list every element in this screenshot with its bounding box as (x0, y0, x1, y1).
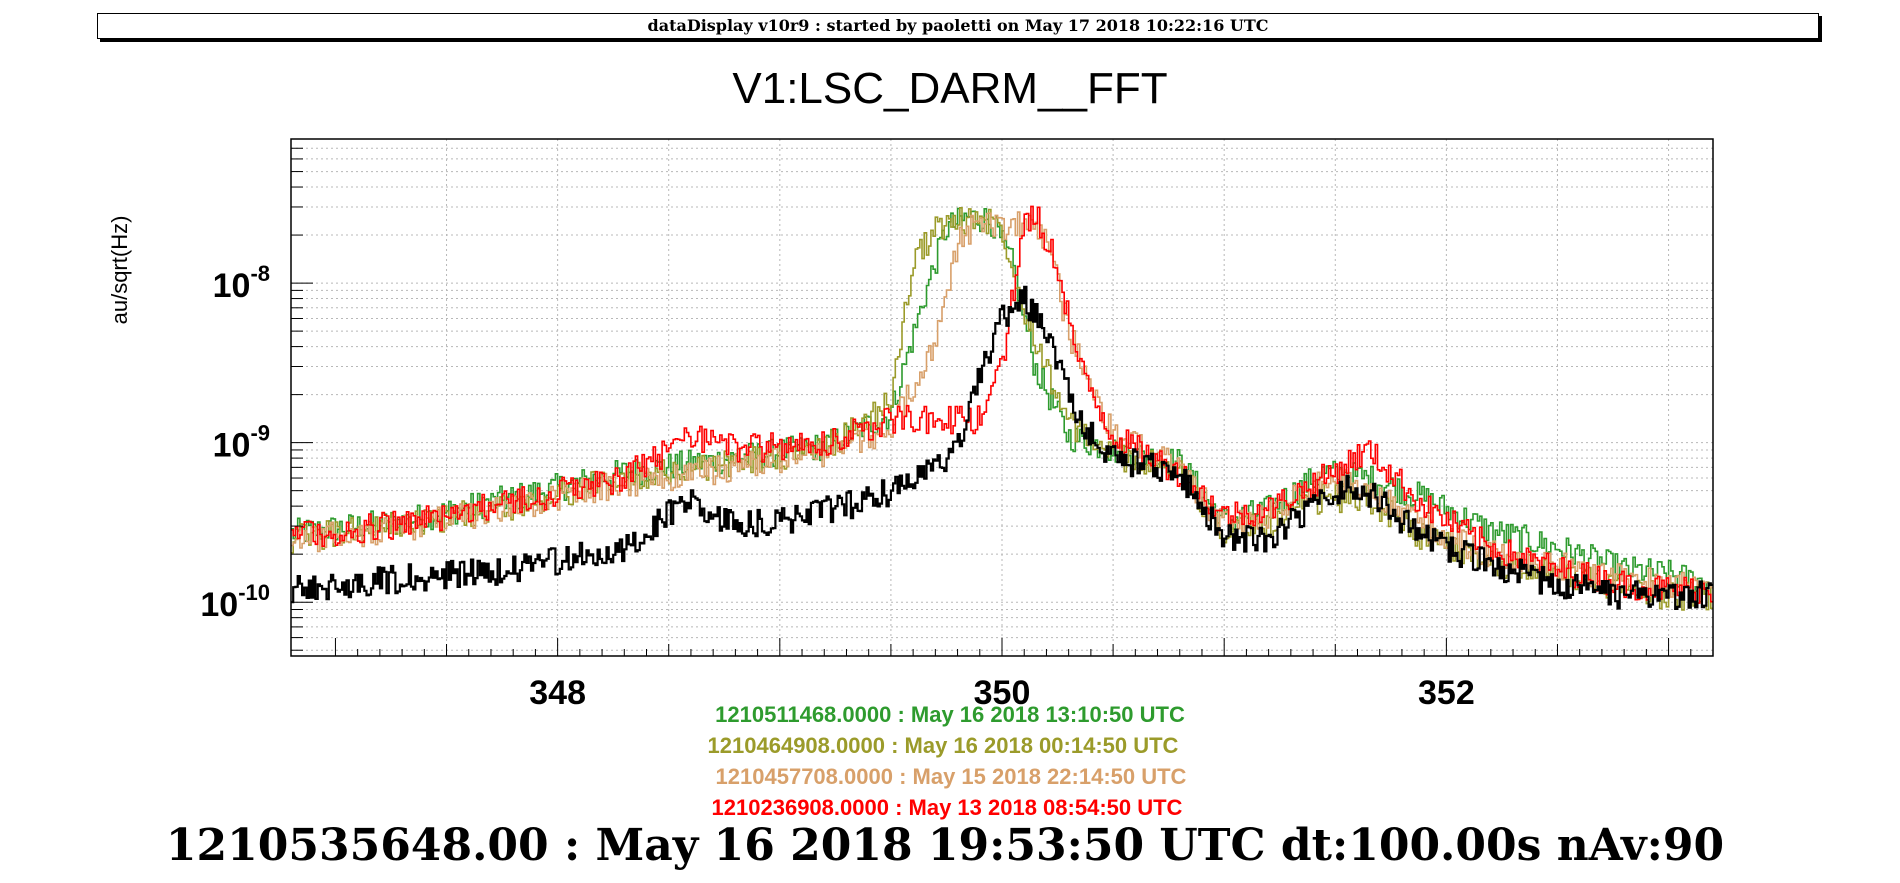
header-bar: dataDisplay v10r9 : started by paoletti … (97, 13, 1819, 39)
y-tick-label: 10-9 (213, 421, 270, 465)
x-tick-label: 352 (1418, 674, 1475, 712)
legend-entry: 1210457708.0000 : May 15 2018 22:14:50 U… (716, 764, 1187, 789)
series-line-2 (291, 207, 1713, 611)
x-tick-label: 348 (529, 674, 586, 712)
legend-entry: 1210464908.0000 : May 16 2018 00:14:50 U… (708, 733, 1179, 758)
series-line-4 (291, 205, 1713, 604)
header-text: dataDisplay v10r9 : started by paoletti … (647, 16, 1269, 35)
legend: 1210511468.0000 : May 16 2018 13:10:50 U… (708, 702, 1187, 820)
series-layer (291, 205, 1713, 611)
y-tick-label: 10-10 (200, 580, 270, 624)
y-tick-label: 10-8 (213, 261, 270, 305)
legend-entry: 1210236908.0000 : May 13 2018 08:54:50 U… (712, 795, 1183, 820)
legend-entry: 1210511468.0000 : May 16 2018 13:10:50 U… (715, 702, 1185, 727)
footer-text: 1210535648.00 : May 16 2018 19:53:50 UTC… (166, 820, 1724, 871)
ticks: 348 350 352 10-10 10-9 10-8 (200, 138, 1714, 712)
x-tick-label: 350 (974, 674, 1031, 712)
series-line-1 (291, 207, 1713, 595)
y-axis-label: au/sqrt(Hz) (107, 216, 132, 325)
chart-title: V1:LSC_DARM__FFT (732, 64, 1167, 113)
series-line-5 (291, 285, 1713, 610)
